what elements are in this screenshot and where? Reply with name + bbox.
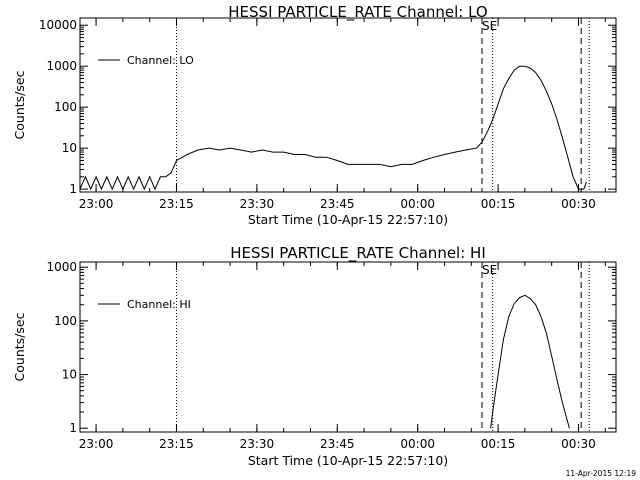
series-line (490, 294, 570, 429)
y-axis-label: Counts/sec (12, 312, 27, 381)
plot-frame (79, 17, 617, 193)
x-tick-label: 23:30 (240, 437, 275, 451)
y-axis-label: Counts/sec (12, 70, 27, 139)
x-axis-label: Start Time (10-Apr-15 22:57:10) (248, 212, 448, 227)
y-tick-label: 1000 (46, 260, 77, 274)
x-tick-label: 23:45 (320, 197, 355, 211)
x-tick-label: 00:00 (400, 437, 435, 451)
series-line (79, 65, 587, 191)
x-tick-label: 23:00 (79, 197, 114, 211)
x-tick-label: 23:30 (240, 197, 275, 211)
panel-hi: HESSI PARTICLE_RATE Channel: HI 1 10 100 100… (12, 244, 617, 468)
x-tick-label: 23:45 (320, 437, 355, 451)
x-tick-label: 23:15 (159, 197, 194, 211)
chart-title: HESSI PARTICLE_RATE Channel: LO (228, 3, 487, 22)
x-tick-label: 00:15 (481, 437, 516, 451)
x-tick-label: 00:15 (481, 197, 516, 211)
y-tick-label: 10 (62, 368, 77, 382)
x-tick-label: 00:00 (400, 197, 435, 211)
legend-label: Channel: LO (127, 54, 194, 67)
y-tick-label: 1000 (46, 59, 77, 73)
legend-label: Channel: HI (127, 298, 191, 311)
x-axis-label: Start Time (10-Apr-15 22:57:10) (248, 453, 448, 468)
y-tick-label: 10000 (39, 18, 77, 32)
event-marker-label: SE (482, 263, 497, 277)
panel-lo: HESSI PARTICLE_RATE Channel: LO 1 10 100 100… (12, 3, 617, 227)
x-tick-label: 23:00 (79, 437, 114, 451)
event-marker-label: SE (482, 19, 497, 33)
y-tick-label: 10 (62, 141, 77, 155)
y-tick-label: 100 (54, 314, 77, 328)
y-tick-label: 1 (69, 421, 77, 435)
plot-frame (79, 261, 617, 433)
timestamp-label: 11-Apr-2015 12:19 (566, 469, 637, 478)
chart-title: HESSI PARTICLE_RATE Channel: HI (230, 244, 486, 263)
x-tick-label: 23:15 (159, 437, 194, 451)
x-tick-label: 00:30 (561, 197, 596, 211)
x-tick-label: 00:30 (561, 437, 596, 451)
y-tick-label: 100 (54, 100, 77, 114)
y-tick-label: 1 (69, 182, 77, 196)
